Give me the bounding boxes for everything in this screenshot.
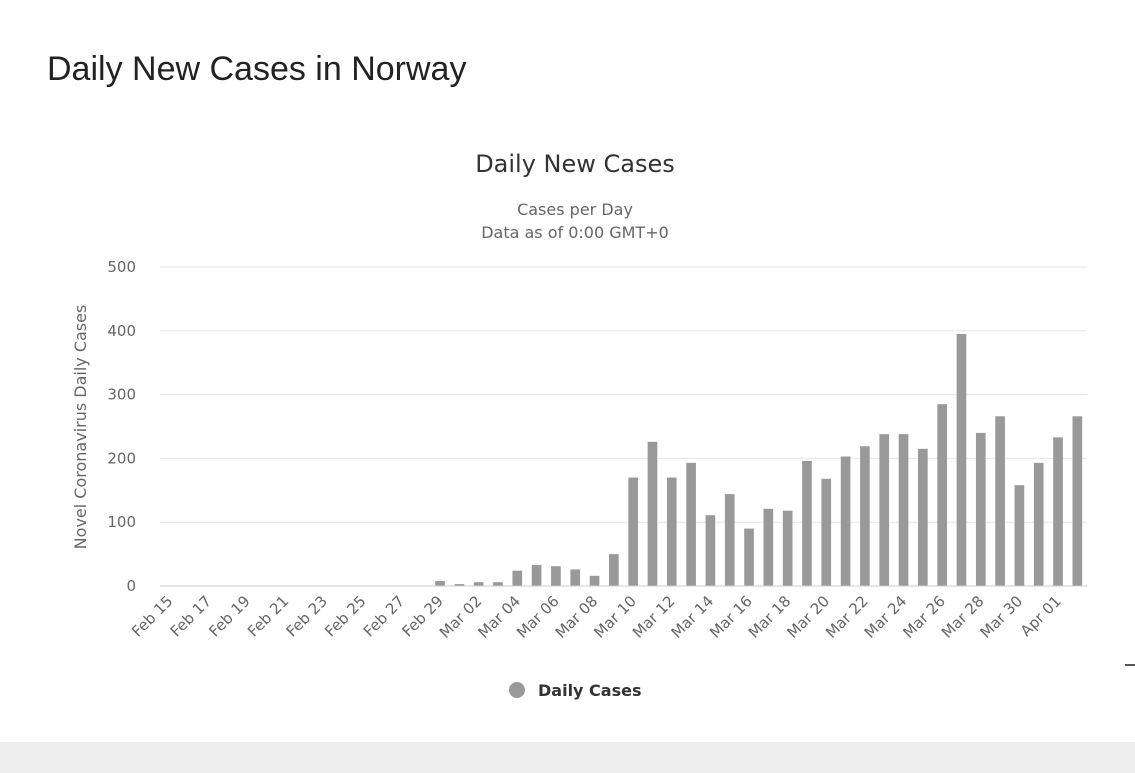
chart-subtitle-line-2: Data as of 0:00 GMT+0 — [481, 223, 669, 242]
bar[interactable] — [975, 432, 986, 586]
bar[interactable] — [551, 566, 561, 586]
bar[interactable] — [1053, 437, 1063, 586]
y-tick-label: 100 — [107, 513, 136, 531]
bar[interactable] — [473, 582, 484, 586]
y-tick-label: 0 — [126, 577, 136, 595]
bar[interactable] — [821, 478, 832, 586]
x-tick-label: Mar 28 — [938, 592, 988, 642]
bar[interactable] — [512, 570, 523, 586]
bar[interactable] — [493, 582, 503, 586]
bar[interactable] — [840, 456, 851, 586]
x-tick-label: Mar 08 — [552, 592, 602, 642]
bars — [435, 333, 1083, 586]
bar[interactable] — [860, 446, 870, 586]
bar[interactable] — [1072, 416, 1083, 586]
bar[interactable] — [763, 508, 774, 586]
legend-series-marker — [509, 682, 525, 698]
bar[interactable] — [898, 434, 909, 586]
bar[interactable] — [782, 510, 793, 586]
y-axis-tick-labels: 0 100 200 300 400 500 — [107, 258, 136, 595]
x-tick-label: Mar 04 — [475, 592, 525, 642]
x-tick-label: Mar 18 — [745, 592, 795, 642]
x-tick-label: Mar 02 — [436, 592, 486, 642]
footer-bar — [0, 742, 1135, 773]
bar[interactable] — [589, 575, 600, 586]
bar[interactable] — [879, 434, 890, 586]
y-tick-label: 200 — [107, 449, 136, 467]
x-tick-label: Feb 19 — [205, 592, 253, 640]
bar[interactable] — [609, 554, 619, 586]
bar[interactable] — [1033, 462, 1044, 586]
bar[interactable] — [435, 580, 445, 586]
bar[interactable] — [724, 494, 735, 586]
bar[interactable] — [570, 569, 581, 586]
bar[interactable] — [937, 404, 947, 586]
bar[interactable] — [705, 515, 716, 586]
bar[interactable] — [918, 448, 928, 586]
daily-new-cases-chart: Daily New Cases Cases per Day Data as of… — [71, 150, 1087, 700]
x-tick-label: Feb 27 — [360, 592, 408, 640]
x-tick-label: Mar 22 — [822, 592, 872, 642]
y-axis-title: Novel Coronavirus Daily Cases — [71, 305, 90, 550]
x-tick-label: Mar 10 — [590, 592, 640, 642]
bar[interactable] — [531, 564, 542, 586]
x-tick-label: Feb 21 — [244, 592, 292, 640]
bar[interactable] — [666, 477, 677, 586]
page-title: Daily New Cases in Norway — [47, 50, 467, 88]
x-tick-label: Feb 25 — [321, 592, 369, 640]
bar[interactable] — [744, 528, 754, 586]
x-tick-label: Mar 20 — [784, 592, 834, 642]
y-tick-label: 500 — [107, 258, 136, 276]
bar[interactable] — [956, 333, 967, 586]
x-tick-label: Mar 14 — [668, 592, 718, 642]
chart-title: Daily New Cases — [475, 150, 675, 178]
x-tick-label: Feb 23 — [283, 592, 331, 640]
x-tick-label: Feb 15 — [128, 592, 176, 640]
y-tick-label: 300 — [107, 386, 136, 404]
x-tick-label: Mar 30 — [977, 592, 1027, 642]
legend[interactable]: Daily Cases — [509, 681, 641, 700]
x-tick-label: Mar 26 — [899, 592, 949, 642]
bar[interactable] — [686, 462, 696, 586]
x-tick-label: Apr 01 — [1017, 592, 1065, 640]
x-tick-label: Mar 24 — [861, 592, 911, 642]
edge-marker — [1125, 664, 1135, 666]
bar[interactable] — [647, 441, 658, 586]
x-tick-label: Mar 16 — [706, 592, 756, 642]
bar[interactable] — [628, 477, 638, 586]
x-tick-label: Mar 06 — [513, 592, 563, 642]
bar[interactable] — [454, 584, 465, 586]
legend-series-label[interactable]: Daily Cases — [538, 681, 641, 700]
bar[interactable] — [1014, 485, 1025, 586]
y-tick-label: 400 — [107, 322, 136, 340]
gridlines — [160, 266, 1087, 523]
x-tick-label: Mar 12 — [629, 592, 679, 642]
bar[interactable] — [802, 460, 812, 586]
chart-subtitle-line-1: Cases per Day — [517, 200, 633, 219]
bar[interactable] — [995, 416, 1005, 586]
x-tick-label: Feb 17 — [167, 592, 215, 640]
